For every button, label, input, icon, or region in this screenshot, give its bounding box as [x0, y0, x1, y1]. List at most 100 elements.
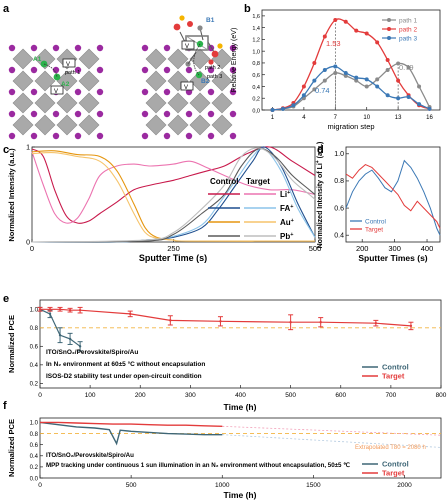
chart-b-point-1-6 [333, 18, 338, 22]
chart-e-note-2: In N₂ environment at 60±5 °C without enc… [46, 360, 205, 368]
chart-b-point-1-5 [322, 34, 327, 39]
chart-b-ytick-7: 1,4 [252, 26, 260, 32]
chart-b-point-0-10 [375, 77, 380, 82]
chart-b-point-2-4 [312, 78, 317, 83]
lattice-right [141, 44, 237, 140]
chart-e-ytick-4: 1.0 [30, 308, 39, 314]
chart-c-xtick-0: 0 [30, 244, 34, 253]
chart-b-ytick-3: 0,6 [252, 73, 260, 79]
chart-e-series-1 [40, 308, 411, 327]
chart-e-xtick-6: 600 [335, 392, 346, 399]
vacancy-marker-4: V [180, 81, 194, 91]
chart-e-note-1: ITO/SnO₂/Perovskite/Spiro/Au [46, 349, 138, 356]
chart-c-legend: Control Target Li+ FA+ Au+ Pb+ [208, 177, 294, 241]
chart-f-note-1: ITO/SnO₂/Perovskite/Spiro/Au [46, 452, 134, 459]
chart-e-xtick-7: 700 [385, 392, 396, 399]
panel-label-c: c [3, 144, 9, 156]
chart-b-point-2-7 [343, 70, 348, 75]
chart-b-point-2-6 [333, 64, 338, 69]
svg-text:V: V [54, 89, 58, 95]
chart-f-xtick-0: 0 [38, 482, 42, 489]
label-path-3: path 3 [207, 74, 222, 80]
chart-f-ytick-4: 0.8 [30, 432, 39, 438]
vacancy-marker-3: V [181, 40, 195, 50]
label-path-2: path 2 [205, 65, 220, 71]
chart-b-ytick-8: 1,6 [252, 14, 260, 20]
chart-d-xtick-1: 300 [388, 244, 401, 253]
chart-b-point-1-8 [354, 28, 359, 33]
chart-b-point-0-6 [333, 70, 338, 75]
chart-e-point-1-9 [319, 321, 322, 324]
chart-e-legend-1: Target [382, 372, 405, 381]
chart-e-ylabel: Normalized PCE [7, 315, 16, 373]
chart-b-point-0-12 [396, 61, 401, 66]
chart-b-ytick-5: 1,0 [252, 49, 260, 55]
chart-d-legend-0: Control [365, 219, 387, 226]
chart-b-point-0-11 [385, 68, 390, 72]
chart-b-point-1-10 [375, 40, 380, 45]
chart-b-point-1-11 [385, 58, 390, 62]
chart-d-series-0 [345, 159, 441, 236]
svg-text:V: V [185, 44, 189, 50]
chart-c-series-0 [31, 146, 316, 224]
chart-f-legend-0: Control [382, 460, 409, 469]
chart-f-ytick-2: 0.4 [30, 454, 39, 460]
chart-e: 0.2 0.4 0.6 0.8 1.0 0 100 200 300 400 500 600 700 80… [7, 299, 447, 412]
chart-b-point-2-8 [354, 75, 359, 80]
chart-e-point-0-2 [58, 334, 62, 337]
chart-e-point-1-4 [78, 308, 82, 312]
chart-b-legend-1: path 2 [399, 27, 417, 34]
chart-e-ytick-0: 0.2 [30, 382, 39, 388]
chart-b-point-2-3 [301, 93, 306, 98]
chart-b-legend-2: path 3 [399, 36, 417, 43]
chart-c-legend-ion-1: FA+ [280, 204, 293, 213]
chart-b-point-0-8 [354, 78, 359, 83]
chart-c-xtick-2: 500 [309, 244, 322, 253]
chart-e-ytick-3: 0.8 [30, 326, 39, 332]
chart-e-note-3: ISOS-D2 stability test under open-circui… [46, 373, 202, 380]
chart-b-point-1-7 [343, 19, 348, 24]
chart-b-point-2-10 [375, 84, 380, 89]
chart-f-legend-1: Target [382, 469, 405, 478]
chart-e-point-1-2 [58, 308, 62, 311]
chart-b-ytick-6: 1,2 [252, 38, 260, 44]
chart-b-point-0-14 [417, 84, 422, 89]
panel-label-d: d [317, 144, 324, 156]
chart-e-point-1-5 [129, 312, 132, 316]
chart-c-series-3 [31, 147, 316, 243]
chart-c-legend-target: Target [246, 177, 270, 186]
chart-b-point-2-12 [396, 96, 401, 101]
chart-e-point-0-4 [78, 345, 82, 348]
chart-b-legend: path 1 path 2 path 3 [382, 18, 417, 43]
chart-c-ytick-0: 0 [26, 239, 30, 246]
chart-e-xtick-0: 0 [38, 392, 42, 399]
chart-b-ytick-4: 0,8 [252, 61, 260, 67]
chart-e-point-0-1 [48, 312, 52, 316]
panel-a-structure: A1 A2 B1 B2 path 1 path 2 path 3 V V V V [8, 15, 237, 140]
chart-e-xtick-3: 300 [185, 392, 196, 399]
chart-b-xtick-4: 13 [395, 115, 402, 121]
chart-d-ytick-0: 0.4 [334, 233, 344, 240]
chart-b-point-2-2 [291, 103, 296, 108]
chart-b-point-0-4 [312, 87, 317, 92]
chart-b-annotation-2: 0.79 [399, 63, 414, 72]
chart-e-point-1-11 [409, 324, 413, 328]
chart-e-point-1-8 [289, 321, 292, 324]
chart-b-point-2-14 [417, 102, 422, 107]
chart-f-xtick-2: 1000 [215, 482, 230, 489]
chart-f-xtick-4: 2000 [397, 482, 412, 489]
chart-b-point-2-5 [322, 68, 327, 72]
chart-c-ytick-1: 1 [26, 144, 30, 151]
chart-b-ylabel: Relative Energy (eV) [231, 28, 238, 93]
chart-c-xtick-1: 250 [167, 244, 180, 253]
chart-b-point-2-11 [385, 93, 390, 98]
chart-c-legend-control: Control [210, 177, 238, 186]
chart-f-series-1 [40, 421, 223, 427]
chart-e-xtick-2: 200 [135, 392, 146, 399]
chart-d-ytick-1: 0.6 [334, 205, 344, 212]
chart-e-xtick-1: 100 [85, 392, 96, 399]
chart-f-xtick-1: 500 [126, 482, 137, 489]
